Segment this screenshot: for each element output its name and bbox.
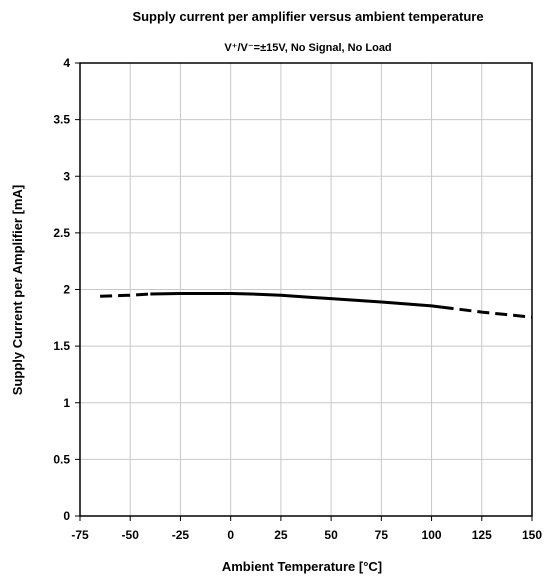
y-tick-label: 3.5 [53, 113, 70, 127]
y-axis-label: Supply Current per Amplifier [mA] [10, 185, 25, 395]
series-line-dashed-segment [100, 292, 151, 298]
y-tick-label: 4 [63, 56, 70, 70]
x-tick-label: 125 [472, 528, 492, 542]
x-tick-label: 25 [274, 528, 288, 542]
x-tick-labels: -75 -50 -25 0 25 50 75 100 125 150 [71, 528, 542, 542]
chart-title: Supply current per amplifier versus ambi… [132, 9, 483, 24]
y-tick-label: 2 [63, 283, 70, 297]
y-tick-label: 0 [63, 509, 70, 523]
x-tick-label: 0 [227, 528, 234, 542]
series-line-dashed-segment [441, 305, 533, 319]
y-tick-label: 2.5 [53, 226, 70, 240]
x-tick-label: 50 [324, 528, 338, 542]
y-tick-label: 1.5 [53, 339, 70, 353]
plot-frame [79, 62, 533, 517]
y-tick-label: 0.5 [53, 452, 70, 466]
x-axis-label: Ambient Temperature [°C] [222, 559, 382, 574]
x-tick-label: 100 [422, 528, 442, 542]
gridlines [75, 62, 533, 521]
x-tick-label: 75 [375, 528, 389, 542]
x-tick-label: -25 [172, 528, 190, 542]
y-tick-label: 1 [63, 396, 70, 410]
x-tick-label: -75 [71, 528, 89, 542]
y-tick-labels: 0 0.5 1 1.5 2 2.5 3 3.5 4 [53, 56, 70, 523]
series-line [100, 292, 533, 319]
x-tick-label: 150 [522, 528, 542, 542]
x-tick-label: -50 [122, 528, 140, 542]
series-line-solid-segment [150, 292, 442, 309]
y-tick-label: 3 [63, 169, 70, 183]
chart-subtitle: V⁺/V⁻=±15V, No Signal, No Load [224, 42, 391, 54]
